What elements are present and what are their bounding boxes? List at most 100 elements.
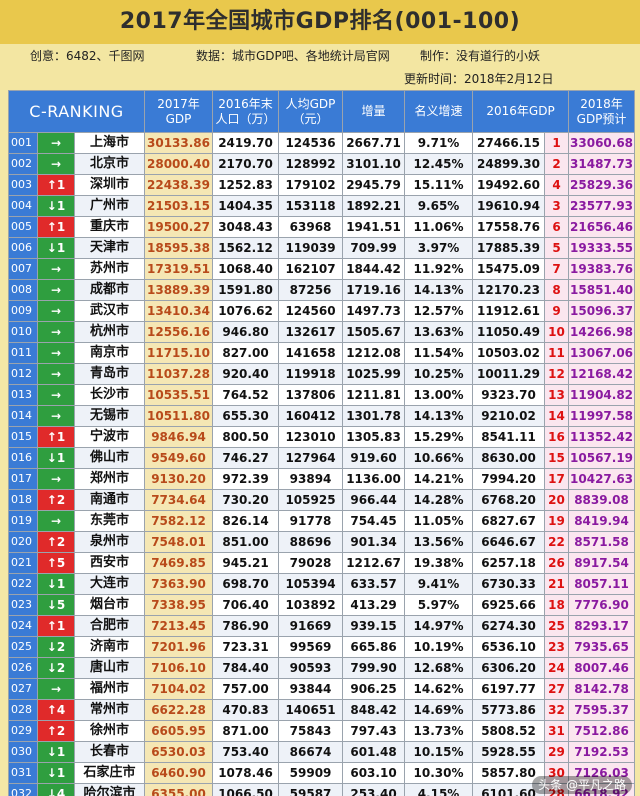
table-row: 006 ↓1 天津市 18595.38 1562.12 119039 709.99 3.97%… [8, 237, 636, 259]
gdp-2016: 15475.09 [472, 258, 546, 280]
gdp-2017: 10511.80 [144, 405, 214, 427]
city-name: 青岛市 [73, 363, 146, 385]
rank-number: 013 [8, 384, 38, 406]
population-2016: 706.40 [212, 594, 280, 616]
population-2016: 1562.12 [212, 237, 280, 259]
city-name: 深圳市 [73, 174, 146, 196]
gdp-2017: 21503.15 [144, 195, 214, 217]
gdp-2018-forecast: 8839.08 [568, 489, 636, 511]
rank-2016: 31 [544, 720, 570, 742]
gdp-per-capita: 119039 [278, 237, 344, 259]
meta-creator: 创意：6482、千图网 [30, 49, 145, 63]
city-name: 北京市 [73, 153, 146, 175]
gdp-per-capita: 124560 [278, 300, 344, 322]
table-row: 011 → 南京市 11715.10 827.00 141658 1212.08 11.54%… [8, 342, 636, 364]
gdp-2018-forecast: 13067.06 [568, 342, 636, 364]
growth-rate: 11.54% [404, 342, 474, 364]
population-2016: 1404.35 [212, 195, 280, 217]
gdp-increment: 901.34 [342, 531, 406, 553]
population-2016: 1066.50 [212, 783, 280, 796]
trend-indicator: ↓1 [37, 447, 75, 469]
gdp-2017: 9846.94 [144, 426, 214, 448]
rank-2016: 22 [544, 531, 570, 553]
gdp-increment: 799.90 [342, 657, 406, 679]
gdp-increment: 1892.21 [342, 195, 406, 217]
city-name: 长沙市 [73, 384, 146, 406]
gdp-2017: 7201.96 [144, 636, 214, 658]
gdp-increment: 754.45 [342, 510, 406, 532]
city-name: 西安市 [73, 552, 146, 574]
trend-indicator: ↓5 [37, 594, 75, 616]
gdp-per-capita: 63968 [278, 216, 344, 238]
rank-2016: 6 [544, 216, 570, 238]
trend-indicator: → [37, 384, 75, 406]
gdp-per-capita: 87256 [278, 279, 344, 301]
population-2016: 1591.80 [212, 279, 280, 301]
population-2016: 698.70 [212, 573, 280, 595]
growth-rate: 11.92% [404, 258, 474, 280]
table-row: 020 ↑2 泉州市 7548.01 851.00 88696 901.34 13.56% 66… [8, 531, 636, 553]
table-row: 001 → 上海市 30133.86 2419.70 124536 2667.71 9.71%… [8, 132, 636, 154]
gdp-increment: 1305.83 [342, 426, 406, 448]
trend-indicator: ↑1 [37, 426, 75, 448]
city-name: 苏州市 [73, 258, 146, 280]
gdp-increment: 1211.81 [342, 384, 406, 406]
gdp-2018-forecast: 8057.11 [568, 573, 636, 595]
rank-2016: 11 [544, 342, 570, 364]
rank-2016: 32 [544, 699, 570, 721]
header-per-capita: 人均GDP （元） [278, 90, 344, 133]
growth-rate: 9.71% [404, 132, 474, 154]
gdp-increment: 2945.79 [342, 174, 406, 196]
city-name: 广州市 [73, 195, 146, 217]
city-name: 武汉市 [73, 300, 146, 322]
population-2016: 851.00 [212, 531, 280, 553]
gdp-per-capita: 132617 [278, 321, 344, 343]
gdp-2018-forecast: 7935.65 [568, 636, 636, 658]
city-name: 常州市 [73, 699, 146, 721]
population-2016: 2170.70 [212, 153, 280, 175]
table-row: 022 ↓1 大连市 7363.90 698.70 105394 633.57 9.41% 67… [8, 573, 636, 595]
gdp-per-capita: 88696 [278, 531, 344, 553]
growth-rate: 10.66% [404, 447, 474, 469]
gdp-per-capita: 59909 [278, 762, 344, 784]
city-name: 泉州市 [73, 531, 146, 553]
gdp-table: C-RANKING 2017年 GDP 2016年末 人口（万） 人均GDP （元） … [7, 90, 636, 796]
gdp-2016: 8630.00 [472, 447, 546, 469]
gdp-2016: 11050.49 [472, 321, 546, 343]
rank-number: 030 [8, 741, 38, 763]
gdp-2018-forecast: 7126.03 [568, 762, 636, 784]
growth-rate: 14.21% [404, 468, 474, 490]
header-gdp2016: 2016年GDP [472, 90, 570, 133]
gdp-2016: 11912.61 [472, 300, 546, 322]
growth-rate: 13.73% [404, 720, 474, 742]
population-2016: 746.27 [212, 447, 280, 469]
gdp-2018-forecast: 7192.53 [568, 741, 636, 763]
gdp-2016: 6197.77 [472, 678, 546, 700]
gdp-2016: 19610.94 [472, 195, 546, 217]
gdp-2017: 11715.10 [144, 342, 214, 364]
growth-rate: 10.19% [404, 636, 474, 658]
gdp-increment: 906.25 [342, 678, 406, 700]
gdp-2018-forecast: 11997.58 [568, 405, 636, 427]
gdp-2018-forecast: 19333.55 [568, 237, 636, 259]
rank-number: 004 [8, 195, 38, 217]
city-name: 郑州市 [73, 468, 146, 490]
rank-2016: 7 [544, 258, 570, 280]
growth-rate: 5.97% [404, 594, 474, 616]
table-row: 021 ↑5 西安市 7469.85 945.21 79028 1212.67 19.38% 6… [8, 552, 636, 574]
gdp-increment: 797.43 [342, 720, 406, 742]
gdp-2016: 5773.86 [472, 699, 546, 721]
growth-rate: 11.05% [404, 510, 474, 532]
gdp-per-capita: 59587 [278, 783, 344, 796]
gdp-2017: 10535.51 [144, 384, 214, 406]
rank-2016: 30 [544, 762, 570, 784]
table-body: 001 → 上海市 30133.86 2419.70 124536 2667.71 9.71%… [8, 132, 636, 796]
city-name: 长春市 [73, 741, 146, 763]
gdp-per-capita: 124536 [278, 132, 344, 154]
trend-indicator: ↓1 [37, 762, 75, 784]
gdp-2018-forecast: 23577.93 [568, 195, 636, 217]
gdp-2017: 22438.39 [144, 174, 214, 196]
rank-2016: 4 [544, 174, 570, 196]
gdp-per-capita: 141658 [278, 342, 344, 364]
meta-row-1: 创意：6482、千图网 数据：城市GDP吧、各地统计局官网 制作：没有道行的小妖 [0, 44, 640, 68]
